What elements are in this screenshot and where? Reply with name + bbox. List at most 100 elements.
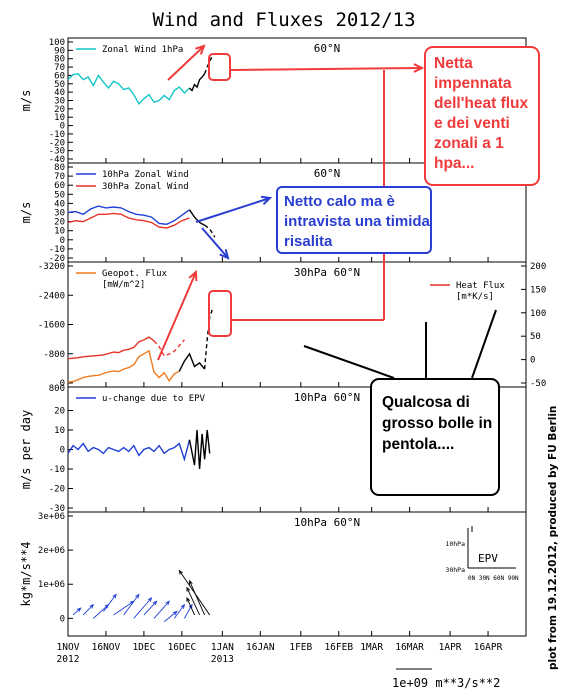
red-arrowhead <box>413 63 425 73</box>
inset-ylabel: 30hPa <box>445 566 465 574</box>
y-tick-label: 50 <box>54 80 65 90</box>
panel-title: 30hPa 60°N <box>294 266 360 279</box>
y-tick-label: -20 <box>49 138 65 148</box>
y-tick-label: 0 <box>60 236 65 246</box>
callout-blue: Netto calo ma è intravista una timida ri… <box>276 186 432 254</box>
inset-ylabel: 10hPa <box>445 540 465 548</box>
y-tick-label: 0 <box>60 614 65 624</box>
epv-arrow <box>186 587 200 616</box>
legend-unit: [mW/m^2] <box>102 280 145 290</box>
y2-tick-label: -50 <box>530 379 546 389</box>
inset-title: EPV <box>478 552 498 565</box>
y2-tick-label: 150 <box>530 285 546 295</box>
epv-arrow <box>143 600 157 616</box>
y-tick-label: -40 <box>49 155 65 165</box>
epv-arrowhead <box>165 600 170 606</box>
epv-arrowhead <box>147 597 153 602</box>
panel-title: 10hPa 60°N <box>294 391 360 404</box>
y-tick-label: -10 <box>49 245 65 255</box>
x-tick-label: 1MAR <box>360 642 383 653</box>
x-tick-label: 1DEC <box>132 642 155 653</box>
epv-arrowhead <box>152 600 158 606</box>
y-tick-label: -1600 <box>38 321 65 331</box>
y2-tick-label: 0 <box>530 356 535 366</box>
legend-label: 10hPa Zonal Wind <box>102 170 189 180</box>
series-line <box>203 309 213 370</box>
callout-black-text: Qualcosa di grosso bolle in pentola.... <box>382 394 493 453</box>
y-axis-label: m/s <box>19 90 33 112</box>
legend-label: u-change due to EPV <box>102 394 206 404</box>
y-tick-label: 30 <box>54 97 65 107</box>
y-tick-label: 20 <box>54 105 65 115</box>
x-tick-label: 16JAN <box>246 642 275 653</box>
y-tick-label: -2400 <box>38 291 65 301</box>
series-line <box>188 429 211 470</box>
y-tick-label: 40 <box>54 199 65 209</box>
panel-title: 60°N <box>314 167 341 180</box>
x-tick-label: 16APR <box>474 642 503 653</box>
y-tick-label: 0 <box>60 446 65 456</box>
panel-title: 10hPa 60°N <box>294 516 360 529</box>
callout-black: Qualcosa di grosso bolle in pentola.... <box>370 378 500 496</box>
epv-arrow <box>93 604 109 619</box>
series-line <box>67 205 190 226</box>
epv-arrow <box>82 604 94 616</box>
red-connector <box>229 67 423 71</box>
callout-blue-text: Netto calo ma è intravista una timida ri… <box>284 193 430 250</box>
epv-arrowhead <box>89 603 95 609</box>
series-line <box>153 339 185 357</box>
legend-label: Zonal Wind 1hPa <box>102 45 183 55</box>
panel-frame <box>67 511 527 637</box>
legend-label: 30hPa Zonal Wind <box>102 182 189 192</box>
blue-arrowhead <box>260 195 273 205</box>
y-tick-label: 70 <box>54 63 65 73</box>
epv-arrow <box>103 594 117 612</box>
x-tick-year: 2013 <box>211 654 234 665</box>
y2-tick-label: 200 <box>530 262 546 272</box>
x-tick-label: 16DEC <box>168 642 197 653</box>
x-tick-label: 1APR <box>439 642 462 653</box>
legend-unit: [m*K/s] <box>456 292 494 302</box>
epv-arrowhead <box>186 586 191 592</box>
panel-title: 60°N <box>314 42 341 55</box>
panel-u-change: 10hPa 60°N -30 -20 -10 0 10 20 800 m/s per day u-… <box>19 384 527 514</box>
callout-red-text: Netta impennata dell'heat flux e dei ven… <box>434 55 529 172</box>
x-tick-label: 1JAN <box>211 642 234 653</box>
y-tick-label: -20 <box>49 485 65 495</box>
y2-tick-label: 100 <box>530 309 546 319</box>
x-tick-label: 16MAR <box>395 642 424 653</box>
y-tick-label: 0 <box>60 122 65 132</box>
y-tick-label: -800 <box>43 350 65 360</box>
y-tick-label: 20 <box>54 218 65 228</box>
epv-arrowhead <box>76 607 82 612</box>
blue-arrowhead <box>219 249 230 260</box>
y-tick-label: -30 <box>49 504 65 514</box>
series-line <box>67 349 180 383</box>
inset-xlabel: 0N 30N 60N 90N <box>468 575 519 582</box>
red-highlight-box <box>208 53 231 81</box>
epv-arrowhead <box>180 603 186 609</box>
x-tick-label: 16NOV <box>92 642 121 653</box>
red-arrowhead <box>195 44 206 55</box>
y-tick-label: 0 <box>60 379 65 389</box>
y-tick-label: -30 <box>49 147 65 157</box>
y-tick-label: 10 <box>54 426 65 436</box>
y-tick-label: 60 <box>54 181 65 191</box>
series-line <box>67 73 190 105</box>
y2-tick-label: 50 <box>530 332 541 342</box>
y-tick-label: -10 <box>49 465 65 475</box>
epv-arrow <box>153 600 170 619</box>
y-tick-label: 10 <box>54 227 65 237</box>
blue-arrow <box>201 227 229 259</box>
y-tick-label: -10 <box>49 130 65 140</box>
y-top-label: 800 <box>49 384 65 394</box>
y-tick-label: 2e+06 <box>38 546 65 556</box>
epv-arrowhead <box>135 593 140 599</box>
epv-arrow <box>178 570 211 616</box>
series-line <box>67 439 191 462</box>
y-tick-label: 30 <box>54 209 65 219</box>
epv-arrow <box>173 604 185 619</box>
y-tick-label: 80 <box>54 163 65 173</box>
